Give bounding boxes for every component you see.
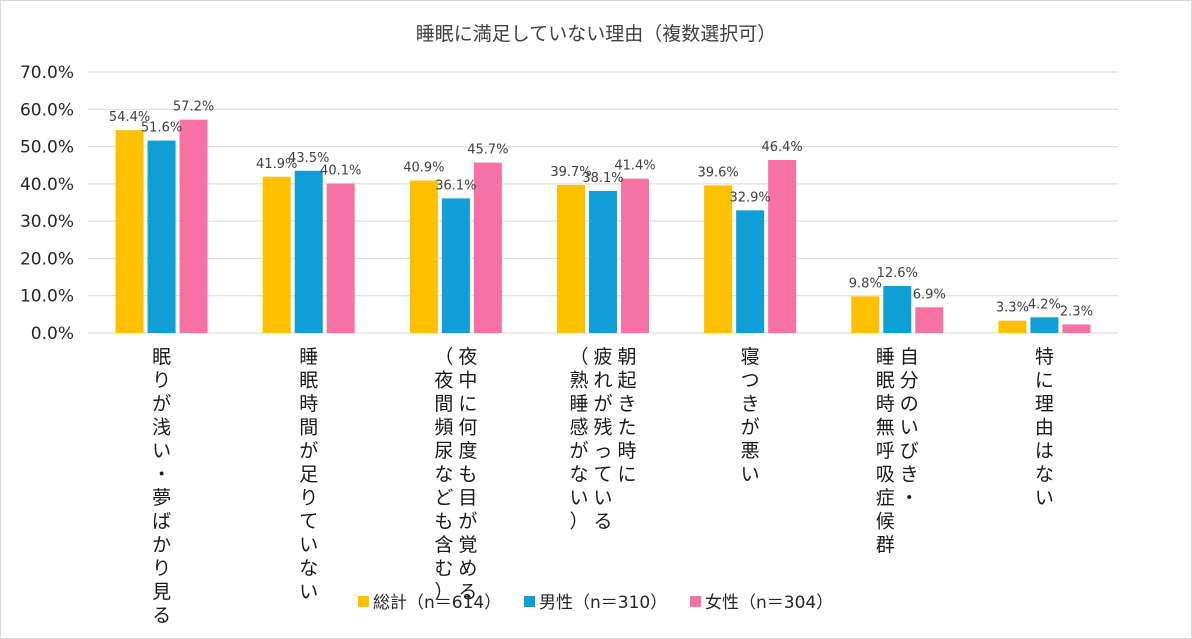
- chart-title: 睡眠に満足していない理由（複数選択可）: [416, 23, 776, 45]
- data-label: 41.9%: [256, 157, 297, 172]
- bar: [621, 178, 649, 333]
- data-label: 38.1%: [582, 171, 623, 186]
- bar: [915, 307, 944, 333]
- bar: [736, 210, 765, 333]
- data-label: 3.3%: [996, 301, 1029, 316]
- data-label: 39.7%: [550, 165, 591, 180]
- data-label: 57.2%: [173, 100, 214, 115]
- category-label: （熟睡感がない）: [569, 346, 588, 533]
- bar: [326, 183, 355, 333]
- data-label: 4.2%: [1028, 297, 1061, 312]
- bar: [294, 170, 323, 333]
- bar: [1062, 324, 1091, 333]
- data-label: 36.1%: [435, 178, 476, 193]
- y-tick-label: 0.0%: [31, 324, 74, 344]
- data-label: 51.6%: [141, 121, 182, 136]
- category-label: 朝起きた時に: [617, 346, 636, 486]
- category-label: 眠りが浅い・夢ばかり見る: [152, 346, 171, 627]
- data-label: 54.4%: [109, 110, 150, 125]
- data-label: 40.9%: [403, 161, 444, 176]
- category-label: 特に理由はない: [1035, 346, 1054, 509]
- bar: [115, 130, 144, 333]
- y-tick-label: 50.0%: [20, 138, 74, 158]
- legend-label: 女性（n＝304）: [705, 593, 833, 613]
- category-label: （夜間頻尿なども含む）: [434, 346, 453, 603]
- legend-swatch: [524, 596, 535, 607]
- legend-swatch: [690, 596, 701, 607]
- category-label: 寝つきが悪い: [741, 346, 760, 486]
- data-label: 12.6%: [877, 266, 918, 281]
- bar: [557, 184, 585, 333]
- data-label: 45.7%: [467, 143, 508, 158]
- bar: [1030, 317, 1059, 333]
- bar: [704, 185, 733, 333]
- category-label: 自分のいびき・: [900, 346, 919, 509]
- category-label: 睡眠時間が足りていない: [299, 346, 318, 603]
- y-tick-label: 40.0%: [20, 175, 74, 195]
- data-label: 2.3%: [1060, 304, 1093, 319]
- bar: [409, 180, 438, 333]
- y-tick-label: 60.0%: [20, 100, 74, 120]
- data-label: 32.9%: [729, 190, 770, 205]
- bar: [473, 162, 502, 333]
- bar: [883, 286, 912, 333]
- bar: [851, 296, 880, 333]
- y-tick-label: 30.0%: [20, 212, 74, 232]
- y-tick-label: 20.0%: [20, 249, 74, 269]
- y-tick-label: 10.0%: [20, 287, 74, 307]
- category-label: 睡眠時無呼吸症候群: [876, 346, 895, 556]
- legend-swatch: [358, 596, 369, 607]
- legend-label: 男性（n＝310）: [539, 593, 667, 613]
- bar: [441, 198, 470, 333]
- bar: [147, 140, 176, 333]
- data-label: 39.6%: [697, 165, 738, 180]
- bar: [768, 159, 797, 333]
- data-label: 41.4%: [614, 159, 655, 174]
- data-label: 6.9%: [913, 287, 946, 302]
- bar: [589, 190, 617, 333]
- data-label: 40.1%: [320, 163, 361, 178]
- bar: [998, 320, 1027, 333]
- bar: [262, 176, 291, 333]
- category-label: 疲れが残っている: [593, 346, 612, 533]
- legend-label: 総計（n＝614）: [373, 593, 501, 613]
- bar: [179, 119, 208, 334]
- data-label: 43.5%: [288, 151, 329, 166]
- data-label: 46.4%: [761, 140, 802, 155]
- data-label: 9.8%: [849, 276, 882, 291]
- y-tick-label: 70.0%: [20, 63, 74, 83]
- category-label: 夜中に何度も目が覚める: [458, 346, 477, 603]
